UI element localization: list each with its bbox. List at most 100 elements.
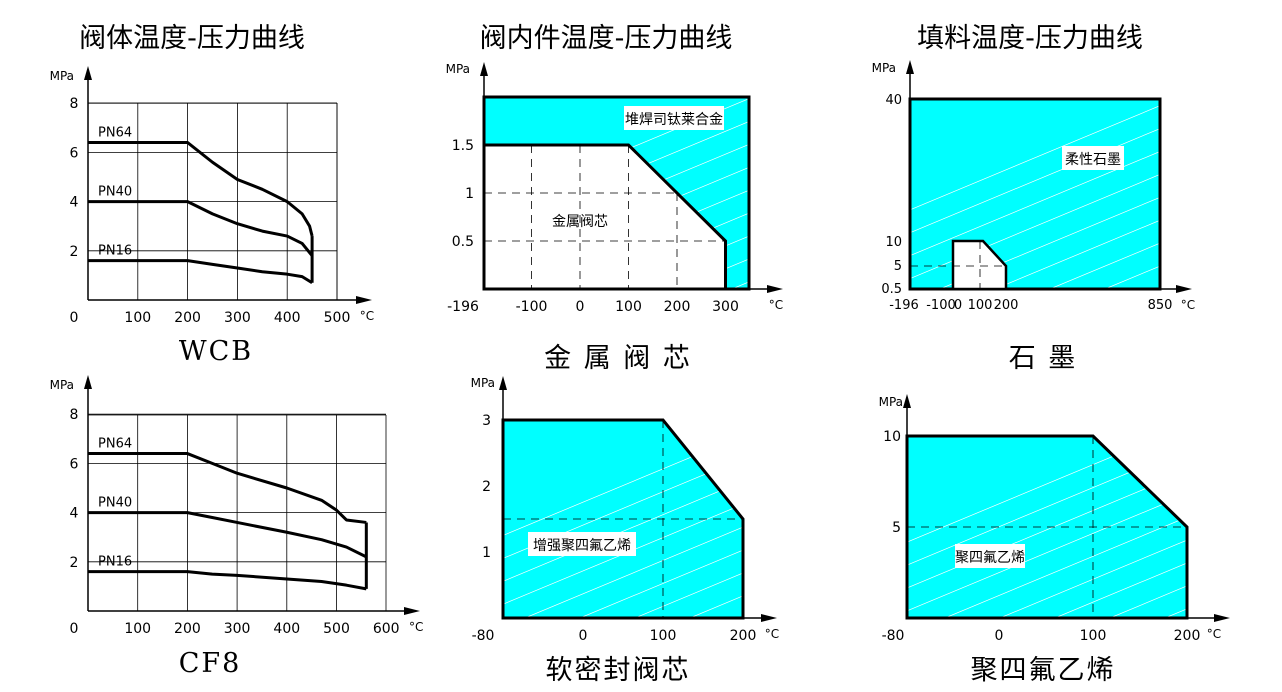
x-tick-label: 0 <box>70 621 79 637</box>
metal-x-tick-label: 0 <box>576 299 585 315</box>
graphite-y-tick-label: 0.5 <box>881 282 902 297</box>
rptfe-x-tick-label: 0 <box>579 628 588 644</box>
rptfe-hatch-line <box>524 420 743 618</box>
caption-cf8: CF8 <box>178 648 242 679</box>
x-unit-label: °C <box>409 620 423 634</box>
metal-y-axis-head <box>480 62 488 76</box>
ptfe-hatch-line <box>1275 436 1282 618</box>
x-tick-label: 100 <box>124 621 151 637</box>
ptfe-x-tick-label: -80 <box>882 628 905 644</box>
graphite-hatch-line <box>910 99 1160 289</box>
graphite-x-tick-label: 100 <box>968 298 993 313</box>
x-axis-head <box>356 296 372 304</box>
metal-x-tick-label: -196 <box>447 299 479 315</box>
caption-metal: 金 属 阀 芯 <box>544 343 692 374</box>
rptfe-y-tick-label: 2 <box>482 479 491 495</box>
graphite-x-tick-label: 0 <box>954 298 962 313</box>
y-axis-head <box>84 375 92 389</box>
graphite-y-tick-label: 5 <box>894 259 902 274</box>
rptfe-y-tick-label: 3 <box>482 413 491 429</box>
x-unit-label: °C <box>360 309 374 323</box>
y-tick-label: 4 <box>70 506 79 522</box>
metal-x-tick-label: -100 <box>516 299 548 315</box>
x-tick-label: 300 <box>224 621 251 637</box>
series-label-pn64: PN64 <box>98 437 132 452</box>
y-tick-label: 8 <box>70 96 79 112</box>
ptfe-y-axis-label: MPa <box>879 395 903 409</box>
y-tick-label: 2 <box>70 244 79 260</box>
series-label-pn40: PN40 <box>98 496 132 511</box>
series-line-pn16 <box>88 570 367 591</box>
graphite-x-tick-label: -100 <box>926 298 956 313</box>
graphite-y-axis-head <box>906 60 914 74</box>
rptfe-hatch-line <box>503 420 743 618</box>
metal-x-tick-label: 200 <box>664 299 691 315</box>
series-label-pn40: PN40 <box>98 185 132 200</box>
rptfe-y-tick-label: 1 <box>482 545 491 561</box>
rptfe-x-tick-label: 200 <box>730 628 757 644</box>
graphite-label-bg <box>1062 146 1124 170</box>
x-tick-label: 500 <box>324 310 351 326</box>
graphite-hatch-line <box>910 99 1160 289</box>
graphite-x-tick-label: 200 <box>994 298 1019 313</box>
column-title-body: 阀体温度-压力曲线 <box>79 23 305 54</box>
ptfe-x-axis-head <box>1214 614 1230 622</box>
ptfe-x-tick-label: 100 <box>1080 628 1107 644</box>
series-line-pn16 <box>88 259 313 285</box>
metal-x-axis-head <box>767 285 783 293</box>
y-tick-label: 8 <box>70 407 79 423</box>
ptfe-hatch-line <box>1054 436 1187 618</box>
series-line-pn64 <box>88 141 314 237</box>
ptfe-label: 聚四氟乙烯 <box>955 550 1025 566</box>
column-title-packing: 填料温度-压力曲线 <box>917 23 1143 54</box>
caption-wcb: WCB <box>178 336 254 367</box>
ptfe-hatch-line <box>999 436 1187 618</box>
y-axis-label: MPa <box>50 69 74 83</box>
rptfe-label-bg <box>528 532 636 556</box>
metal-x-tick-label: 300 <box>712 299 739 315</box>
ptfe-x-tick-label: 200 <box>1174 628 1201 644</box>
y-tick-label: 6 <box>70 456 79 472</box>
rptfe-y-axis-head <box>499 376 507 390</box>
metal-y-tick-label: 1.5 <box>452 138 474 154</box>
x-tick-label: 400 <box>273 621 300 637</box>
metal-inner-label: 金属阀芯 <box>552 214 608 230</box>
metal-y-tick-label: 1 <box>465 186 474 202</box>
series-label-pn64: PN64 <box>98 126 132 141</box>
graphite-hatch-line <box>1270 99 1282 289</box>
ptfe-hatch-line <box>1220 436 1282 618</box>
ptfe-x-tick-label: 0 <box>995 628 1004 644</box>
rptfe-hatch-line <box>503 420 743 618</box>
metal-x-tick-label: 100 <box>615 299 642 315</box>
ptfe-y-tick-label: 10 <box>883 429 901 445</box>
x-tick-label: 600 <box>373 621 400 637</box>
x-tick-label: 300 <box>224 310 251 326</box>
y-axis-head <box>84 66 92 80</box>
y-tick-label: 2 <box>70 555 79 571</box>
rptfe-label: 增强聚四氟乙烯 <box>533 538 631 554</box>
rptfe-x-tick-label: 100 <box>650 628 677 644</box>
series-label-pn16: PN16 <box>98 555 132 570</box>
metal-y-axis-label: MPa <box>446 62 470 76</box>
rptfe-x-tick-label: -80 <box>472 628 495 644</box>
graphite-x-axis-head <box>1176 285 1192 293</box>
ptfe-hatch-line <box>1109 436 1187 618</box>
graphite-hatch-line <box>1215 99 1282 289</box>
series-line-pn40 <box>88 511 367 559</box>
rptfe-hatch-line <box>634 420 743 618</box>
metal-x-unit-label: °C <box>769 298 783 312</box>
caption-ptfe: 聚四氟乙烯 <box>970 655 1116 686</box>
x-tick-label: 500 <box>323 621 350 637</box>
graphite-region <box>910 99 1160 289</box>
rptfe-hatch-line <box>579 420 743 618</box>
x-tick-label: 400 <box>274 310 301 326</box>
x-tick-label: 100 <box>124 310 151 326</box>
graphite-x-tick-label: 850 <box>1148 298 1173 313</box>
ptfe-hatch-line <box>907 436 1162 618</box>
y-axis-label: MPa <box>50 378 74 392</box>
graphite-hatch-line <box>994 99 1160 289</box>
ptfe-label-bg <box>955 544 1025 568</box>
graphite-hatch-line <box>1049 99 1160 289</box>
graphite-hatch-line <box>910 99 1160 289</box>
